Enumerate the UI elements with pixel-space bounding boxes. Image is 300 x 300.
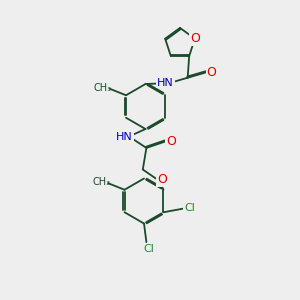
Text: O: O [190,32,200,45]
Text: CH₃: CH₃ [92,177,110,187]
Text: O: O [157,173,166,187]
Text: HN: HN [157,77,174,88]
Text: Cl: Cl [184,203,195,213]
Text: O: O [207,66,217,79]
Text: HN: HN [116,132,133,142]
Text: Cl: Cl [143,244,154,254]
Text: O: O [167,135,176,148]
Text: CH₃: CH₃ [94,83,112,93]
